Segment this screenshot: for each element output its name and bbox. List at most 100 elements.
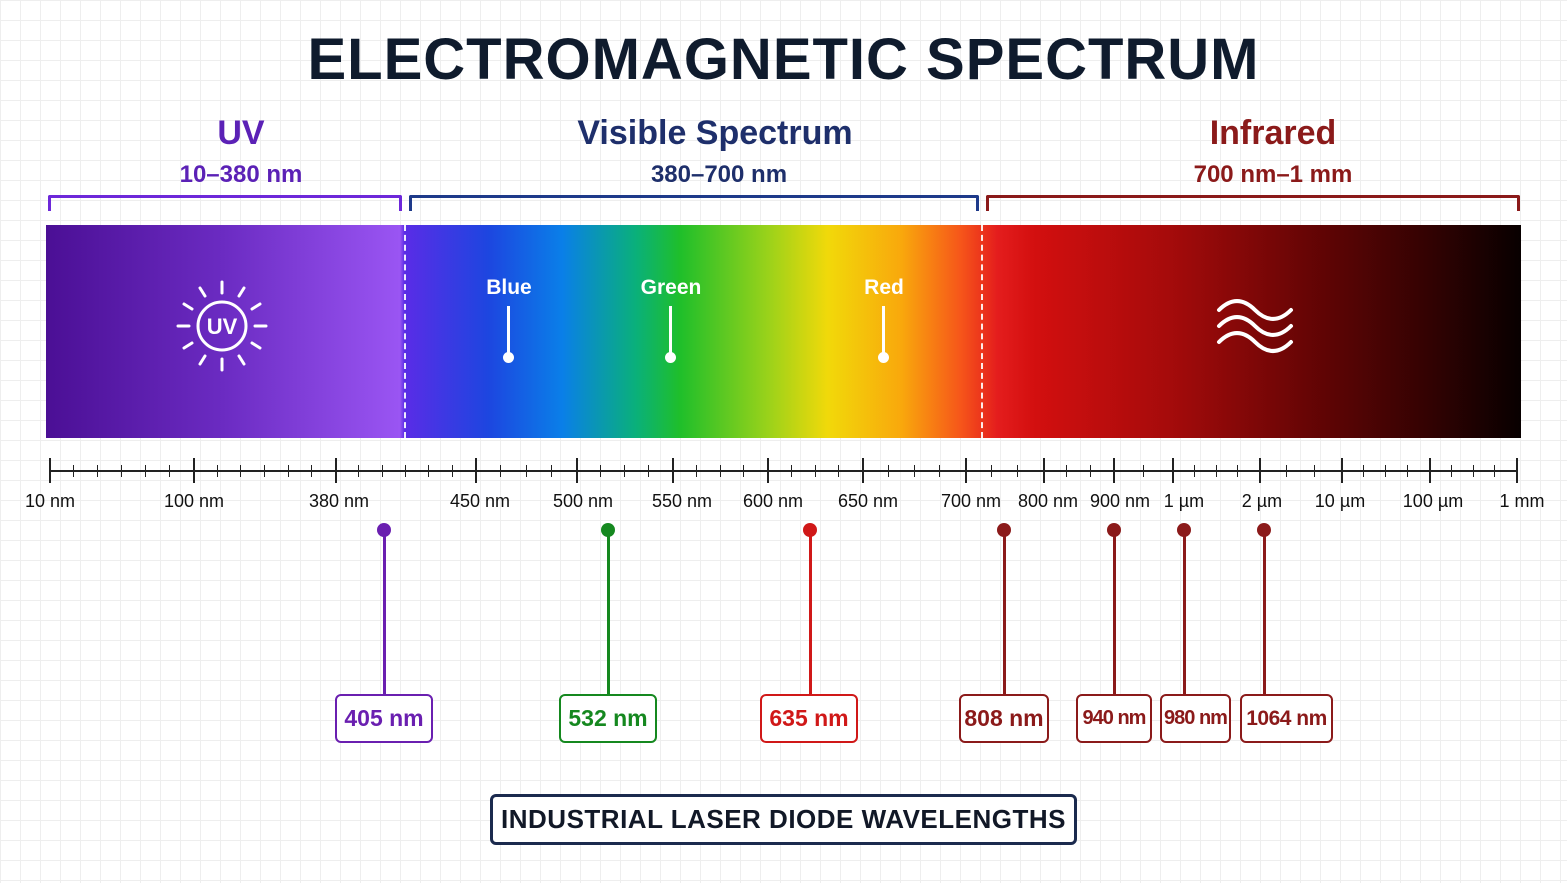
- region-visible-bracket: [409, 195, 979, 211]
- band-pin-red: [882, 306, 885, 354]
- axis-minor-tick: [600, 465, 601, 477]
- uv-icon-text: UV: [207, 314, 238, 339]
- axis-minor-tick: [73, 465, 74, 477]
- axis-minor-tick: [1407, 465, 1408, 477]
- laser-label-940: 940 nm: [1076, 694, 1152, 743]
- axis-major-tick: [1259, 458, 1261, 483]
- laser-marker-line: [383, 533, 386, 696]
- laser-marker-dot: [1257, 523, 1271, 537]
- axis-minor-tick: [1494, 465, 1496, 477]
- laser-marker-line: [607, 533, 610, 696]
- axis-minor-tick: [121, 465, 122, 477]
- axis-minor-tick: [216, 465, 218, 477]
- axis-minor-tick: [1286, 465, 1288, 477]
- axis-label: 2 µm: [1241, 491, 1283, 511]
- axis-minor-tick: [287, 465, 289, 477]
- axis-minor-tick: [405, 465, 406, 477]
- laser-marker-line: [1113, 533, 1116, 696]
- laser-label-980: 980 nm: [1160, 694, 1231, 743]
- axis-minor-tick: [451, 465, 453, 477]
- axis-major-tick: [475, 458, 477, 483]
- axis-major-tick: [965, 458, 967, 483]
- axis-label: 650 nm: [837, 491, 899, 511]
- laser-label-635: 635 nm: [760, 694, 858, 743]
- axis-minor-tick: [719, 465, 721, 477]
- axis-minor-tick: [1450, 465, 1452, 477]
- axis-minor-tick: [240, 465, 242, 477]
- axis-label: 1 µm: [1163, 491, 1205, 511]
- band-pin-blue: [507, 306, 510, 354]
- axis-minor-tick: [1237, 465, 1239, 477]
- axis-minor-tick: [1193, 465, 1195, 477]
- axis-major-tick: [767, 458, 769, 483]
- band-dot-blue: [503, 352, 514, 363]
- axis-label: 900 nm: [1089, 491, 1151, 511]
- axis-label: 380 nm: [308, 491, 370, 511]
- axis-minor-tick: [1089, 465, 1091, 477]
- laser-marker-dot: [601, 523, 615, 537]
- axis-minor-tick: [939, 465, 941, 477]
- axis-major-tick: [576, 458, 578, 483]
- axis-major-tick: [49, 458, 51, 483]
- axis-minor-tick: [913, 465, 915, 477]
- axis-minor-tick: [887, 465, 889, 477]
- band-pin-green: [669, 306, 672, 354]
- axis-minor-tick: [624, 465, 625, 477]
- axis-minor-tick: [648, 465, 649, 477]
- axis-major-tick: [862, 458, 864, 483]
- region-uv-name: UV: [217, 114, 265, 152]
- axis-minor-tick: [500, 465, 502, 477]
- axis-minor-tick: [381, 465, 383, 477]
- uv-visible-divider: [404, 225, 406, 438]
- band-label-green: Green: [640, 276, 702, 299]
- axis-minor-tick: [838, 465, 840, 477]
- axis-label: 600 nm: [742, 491, 804, 511]
- axis-major-tick: [1429, 458, 1431, 483]
- visible-infrared-divider: [981, 225, 983, 438]
- axis-minor-tick: [145, 465, 146, 477]
- axis-label: 450 nm: [449, 491, 511, 511]
- axis-major-tick: [1341, 458, 1343, 483]
- axis-minor-tick: [525, 465, 527, 477]
- wavelength-axis: [50, 470, 1518, 472]
- heat-waves-icon: [1217, 299, 1293, 353]
- laser-label-532: 532 nm: [559, 694, 657, 743]
- axis-minor-tick: [695, 465, 697, 477]
- region-visible-range: 380–700 nm: [650, 161, 788, 188]
- laser-label-405: 405 nm: [335, 694, 433, 743]
- laser-label-808: 808 nm: [959, 694, 1049, 743]
- region-infrared-bracket: [986, 195, 1520, 211]
- laser-marker-dot: [1177, 523, 1191, 537]
- axis-label: 10 nm: [24, 491, 76, 511]
- axis-minor-tick: [790, 465, 792, 477]
- axis-minor-tick: [1313, 465, 1315, 477]
- region-infrared-range: 700 nm–1 mm: [1193, 161, 1353, 188]
- axis-minor-tick: [743, 465, 745, 477]
- axis-major-tick: [1172, 458, 1174, 483]
- axis-label: 1 mm: [1499, 491, 1545, 511]
- axis-minor-tick: [991, 465, 992, 477]
- axis-minor-tick: [1363, 465, 1364, 477]
- axis-major-tick: [335, 458, 337, 483]
- axis-label: 500 nm: [552, 491, 614, 511]
- axis-minor-tick: [169, 465, 170, 477]
- band-label-red: Red: [864, 276, 904, 299]
- laser-marker-dot: [997, 523, 1011, 537]
- region-visible-name: Visible Spectrum: [577, 114, 853, 152]
- footer-caption: INDUSTRIAL LASER DIODE WAVELENGTHS: [490, 794, 1077, 845]
- uv-sun-icon: UV: [176, 280, 268, 372]
- region-infrared-name: Infrared: [1209, 114, 1337, 152]
- axis-label: 800 nm: [1017, 491, 1079, 511]
- axis-minor-tick: [1385, 465, 1386, 477]
- laser-marker-line: [1183, 533, 1186, 696]
- axis-minor-tick: [1215, 465, 1217, 477]
- axis-minor-tick: [264, 465, 265, 477]
- axis-major-tick: [672, 458, 674, 483]
- laser-label-1064: 1064 nm: [1240, 694, 1333, 743]
- axis-major-tick: [1043, 458, 1045, 483]
- laser-marker-dot: [803, 523, 817, 537]
- axis-minor-tick: [358, 465, 360, 477]
- axis-major-tick: [1113, 458, 1115, 483]
- laser-marker-line: [809, 533, 812, 696]
- axis-minor-tick: [1017, 465, 1018, 477]
